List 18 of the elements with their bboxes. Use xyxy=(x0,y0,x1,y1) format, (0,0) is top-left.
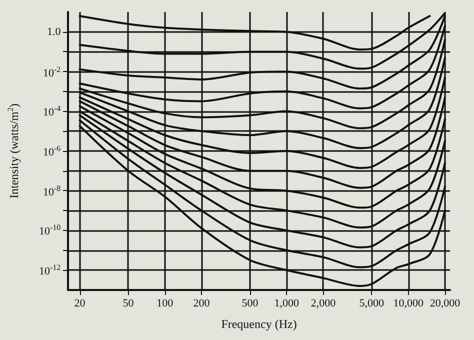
x-tick-label: 100 xyxy=(156,298,174,310)
x-tick-label: 20 xyxy=(74,298,86,310)
y-tick-label: 10$^{-12}$ xyxy=(39,262,61,278)
y-tick-label: 10$^{-6}$ xyxy=(43,143,61,159)
y-tick-label: 10$^{-2}$ xyxy=(43,64,61,80)
x-tick-label: 10,000 xyxy=(393,298,424,310)
x-tick-label: 200 xyxy=(193,298,210,310)
x-tick-label: 20,000 xyxy=(430,298,461,310)
x-axis-title: Frequency (Hz) xyxy=(221,317,297,331)
y-tick-label: 10$^{-10}$ xyxy=(39,222,61,238)
x-tick-label: 5,000 xyxy=(359,298,385,310)
y-tick-label: 10$^{-8}$ xyxy=(43,182,61,198)
x-tick-label: 50 xyxy=(122,298,134,310)
x-tick-label: 2,000 xyxy=(310,298,336,310)
x-tick-label: 1,000 xyxy=(274,298,300,310)
y-tick-label: 1.0 xyxy=(47,26,61,38)
y-tick-label: 10$^{-4}$ xyxy=(43,103,61,119)
x-tick-label: 500 xyxy=(242,298,259,310)
